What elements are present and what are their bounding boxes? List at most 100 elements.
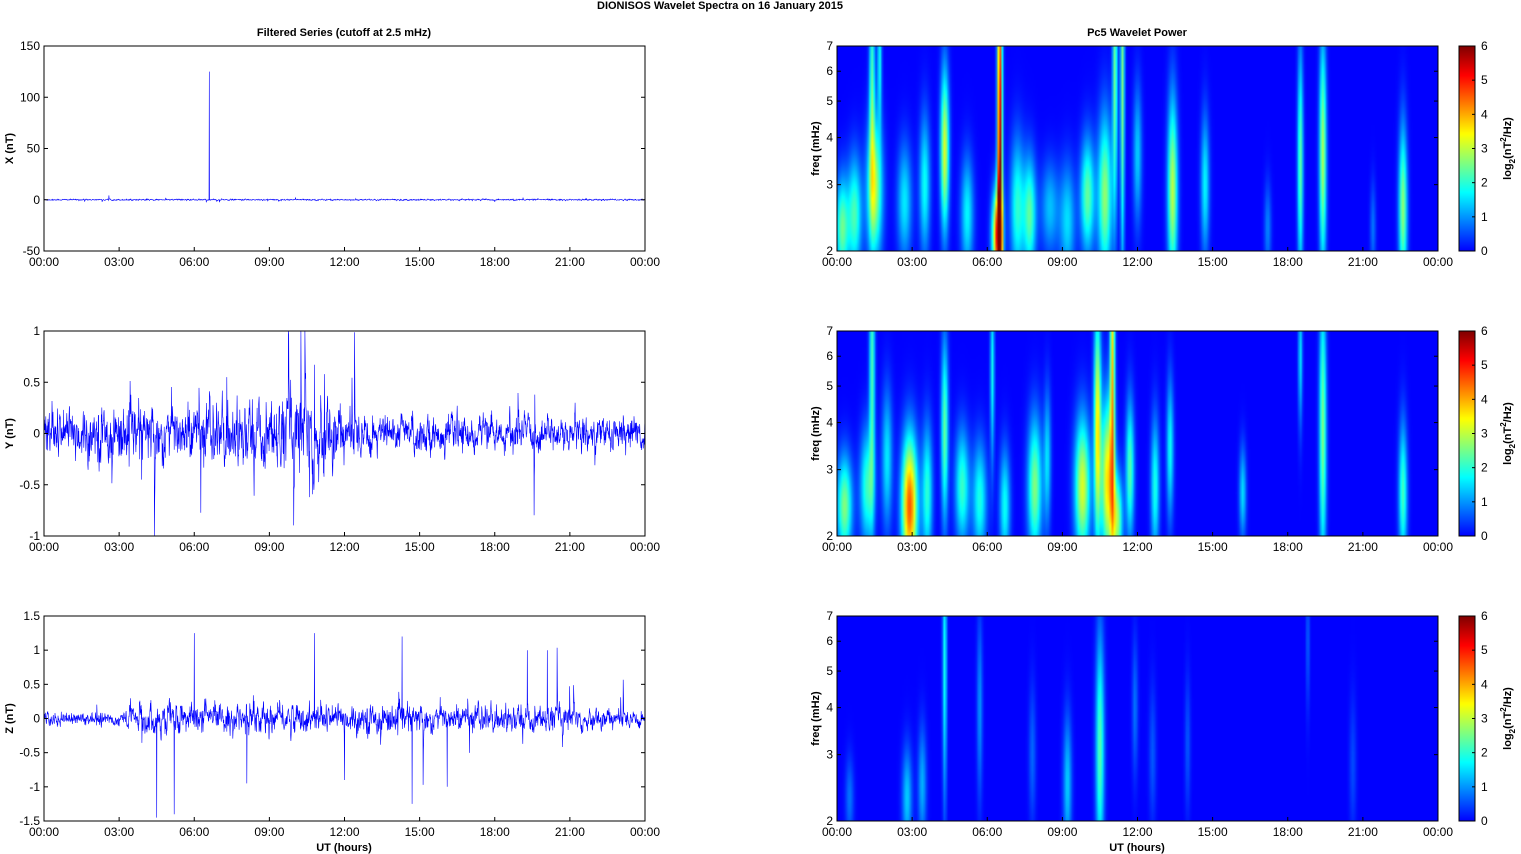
y-tick-label: 7 <box>826 609 833 623</box>
x-tick-label: 00:00 <box>822 825 852 839</box>
y-tick-label: 6 <box>826 634 833 648</box>
x-tick-label: 21:00 <box>555 540 585 554</box>
figure-title: DIONISOS Wavelet Spectra on 16 January 2… <box>597 0 843 12</box>
x-tick-label: 03:00 <box>897 825 927 839</box>
x-tick-label: 15:00 <box>1198 255 1228 269</box>
colorbar <box>1459 616 1475 821</box>
colorbar-tick-label: 2 <box>1481 176 1488 190</box>
x-tick-label: 21:00 <box>1348 825 1378 839</box>
colorbar-tick-label: 0 <box>1481 529 1488 543</box>
y-tick-label: 0 <box>33 427 40 441</box>
colorbar-label-part: log <box>1502 733 1514 750</box>
colorbar-label-part: /Hz) <box>1502 117 1514 138</box>
x-tick-label: 21:00 <box>1348 540 1378 554</box>
x-tick-label: 21:00 <box>555 255 585 269</box>
x-tick-label: 18:00 <box>1273 255 1303 269</box>
x-tick-label: 09:00 <box>1047 255 1077 269</box>
y-tick-label: 3 <box>826 748 833 762</box>
y-tick-label: -0.5 <box>19 746 40 760</box>
x-tick-label: 12:00 <box>329 255 359 269</box>
x-wavelet-power-map <box>837 46 1438 251</box>
colorbar-tick-label: 2 <box>1481 746 1488 760</box>
colorbar-tick-label: 3 <box>1481 712 1488 726</box>
y-tick-label: 7 <box>826 39 833 53</box>
x-tick-label: 00:00 <box>29 255 59 269</box>
y-wavelet-power-panel: 2 3 4 5 6 7 00:00 03:00 06:00 09:00 12:00 15:00 18:0… <box>810 324 1517 554</box>
colorbar-label: log2(nT2/Hz) <box>1499 687 1517 750</box>
colorbar-tick-label: 5 <box>1481 358 1488 372</box>
colorbar-tick-label: 3 <box>1481 427 1488 441</box>
colorbar-tick-label: 4 <box>1481 107 1488 121</box>
y-tick-label: 2 <box>826 529 833 543</box>
x-tick-label: 18:00 <box>480 540 510 554</box>
y-tick-label: 0 <box>33 712 40 726</box>
colorbar-label-part: log <box>1502 163 1514 180</box>
x-tick-label: 00:00 <box>1423 540 1453 554</box>
y-wavelet-power-map <box>837 331 1438 536</box>
x-wavelet-power-panel: 2 3 4 5 6 7 00:00 03:00 06:00 09:00 12:00 15:00 18:0… <box>810 39 1517 269</box>
y-tick-label: 0.5 <box>23 375 40 389</box>
x-tick-label: 15:00 <box>1198 825 1228 839</box>
y-tick-label: 2 <box>826 244 833 258</box>
y-tick-label: 150 <box>20 39 40 53</box>
colorbar-label-part: 2 <box>1508 728 1517 733</box>
colorbar-tick-label: 1 <box>1481 780 1488 794</box>
y-axis-label: X (nT) <box>4 133 16 164</box>
colorbar-tick-label: 4 <box>1481 677 1488 691</box>
z-series-panel: -1.5 -1 -0.5 0 0.5 1 1.5 00:00 03:00 06:00 09:00 12… <box>4 609 660 839</box>
colorbar-tick-label: 0 <box>1481 814 1488 828</box>
y-tick-label: -50 <box>23 244 41 258</box>
colorbar-label-part: log <box>1502 448 1514 465</box>
x-tick-label: 15:00 <box>405 540 435 554</box>
x-tick-label: 06:00 <box>179 825 209 839</box>
y-tick-label: 5 <box>826 94 833 108</box>
xlabel-right: UT (hours) <box>1109 842 1165 854</box>
x-tick-label: 18:00 <box>480 255 510 269</box>
x-tick-label: 00:00 <box>630 540 660 554</box>
colorbar-label-part: 2 <box>1508 443 1517 448</box>
left-column-title: Filtered Series (cutoff at 2.5 mHz) <box>257 27 432 39</box>
colorbar <box>1459 46 1475 251</box>
y-tick-label: 0 <box>33 193 40 207</box>
y-axis-label: Z (nT) <box>4 703 16 734</box>
y-axis-label: freq (mHz) <box>810 691 822 746</box>
colorbar-label-part: 2 <box>1499 422 1508 427</box>
y-tick-label: 4 <box>826 701 833 715</box>
y-axis-label: Y (nT) <box>4 418 16 449</box>
colorbar-label-part: /Hz) <box>1502 687 1514 708</box>
x-tick-label: 03:00 <box>104 540 134 554</box>
y-tick-label: 3 <box>826 463 833 477</box>
x-tick-label: 18:00 <box>1273 825 1303 839</box>
y-tick-label: 50 <box>27 142 41 156</box>
right-column-title: Pc5 Wavelet Power <box>1087 27 1188 39</box>
x-tick-label: 21:00 <box>1348 255 1378 269</box>
x-tick-label: 00:00 <box>822 255 852 269</box>
colorbar-label-part: 2 <box>1499 707 1508 712</box>
y-tick-label: 0.5 <box>23 677 40 691</box>
colorbar-label-part: 2 <box>1508 158 1517 163</box>
x-tick-label: 09:00 <box>1047 825 1077 839</box>
colorbar-tick-label: 6 <box>1481 324 1488 338</box>
colorbar-tick-label: 6 <box>1481 609 1488 623</box>
x-tick-label: 12:00 <box>1122 825 1152 839</box>
x-tick-label: 00:00 <box>630 255 660 269</box>
x-tick-label: 06:00 <box>179 540 209 554</box>
x-tick-label: 15:00 <box>405 255 435 269</box>
y-tick-label: 3 <box>826 178 833 192</box>
x-tick-label: 06:00 <box>179 255 209 269</box>
x-tick-label: 09:00 <box>1047 540 1077 554</box>
x-tick-label: 03:00 <box>104 255 134 269</box>
y-series-panel: -1 -0.5 0 0.5 1 00:00 03:00 06:00 09:00 12:00 15:0… <box>4 324 660 554</box>
x-tick-label: 00:00 <box>630 825 660 839</box>
y-tick-label: 4 <box>826 416 833 430</box>
x-tick-label: 12:00 <box>329 825 359 839</box>
colorbar-tick-label: 1 <box>1481 495 1488 509</box>
colorbar-label-part: /Hz) <box>1502 402 1514 423</box>
x-tick-label: 06:00 <box>972 540 1002 554</box>
x-tick-label: 12:00 <box>1122 540 1152 554</box>
y-tick-label: 6 <box>826 64 833 78</box>
colorbar-label: log2(nT2/Hz) <box>1499 117 1517 180</box>
x-tick-label: 15:00 <box>1198 540 1228 554</box>
colorbar-label-part: (nT <box>1502 142 1514 159</box>
